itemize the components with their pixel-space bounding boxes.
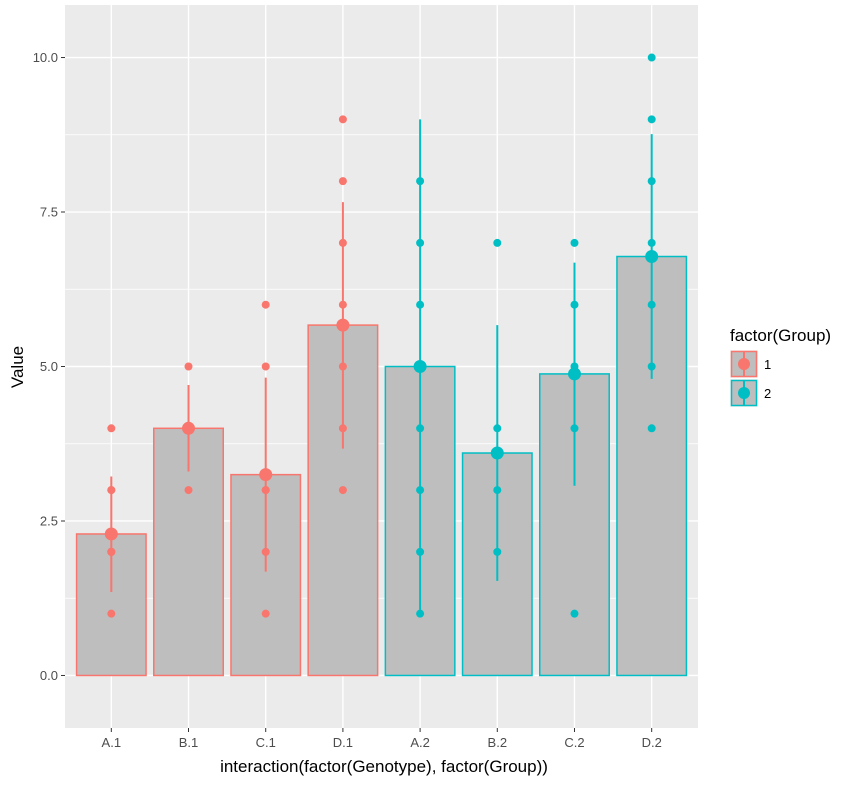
data-point [338, 300, 347, 309]
legend-key [730, 379, 758, 407]
mean-point [567, 367, 581, 381]
data-point [570, 300, 579, 309]
data-point [416, 486, 425, 495]
data-point [647, 53, 656, 62]
data-point [184, 486, 193, 495]
mean-point [182, 421, 196, 435]
x-tick-label: D.2 [642, 735, 662, 750]
legend-key-point [738, 387, 750, 399]
data-point [107, 547, 116, 556]
data-point [570, 609, 579, 618]
data-point [416, 238, 425, 247]
legend-key-point [738, 358, 750, 370]
x-axis-title: interaction(factor(Genotype), factor(Gro… [220, 757, 548, 776]
data-point [261, 609, 270, 618]
legend-entries: 12 [730, 350, 771, 407]
x-tick-label: B.1 [179, 735, 199, 750]
data-point [107, 609, 116, 618]
legend-label: 1 [764, 357, 771, 372]
mean-point [645, 250, 659, 264]
x-tick-label: A.2 [410, 735, 430, 750]
data-point [647, 362, 656, 371]
data-point [416, 609, 425, 618]
x-tick-label: D.1 [333, 735, 353, 750]
data-point [338, 486, 347, 495]
data-point [261, 486, 270, 495]
data-point [647, 177, 656, 186]
bar [307, 324, 379, 677]
y-tick-label: 7.5 [40, 205, 58, 220]
y-tick-label: 2.5 [40, 513, 58, 528]
mean-point [336, 318, 350, 332]
mean-point [413, 360, 427, 373]
y-tick-label: 0.0 [40, 668, 58, 683]
mean-point [490, 446, 504, 460]
data-point [570, 424, 579, 433]
legend-key [730, 350, 758, 378]
data-point [416, 424, 425, 433]
data-point [647, 424, 656, 433]
data-point [338, 362, 347, 371]
x-tick-label: A.1 [102, 735, 122, 750]
y-tick-label: 5.0 [40, 359, 58, 374]
data-points [107, 53, 656, 618]
x-tick-label: C.1 [256, 735, 276, 750]
x-axis: A.1 B.1 C.1 D.1 A.2 B.2 C.2 D.2 [102, 728, 662, 750]
data-point [107, 486, 116, 495]
mean-point [259, 468, 273, 482]
y-tick-label: 10.0 [33, 50, 58, 65]
mean-point [104, 527, 118, 541]
mean-points [104, 250, 659, 541]
data-point [261, 362, 270, 371]
data-point [493, 547, 502, 556]
x-tick-label: C.2 [564, 735, 584, 750]
legend-title: factor(Group) [730, 326, 831, 345]
data-point [338, 238, 347, 247]
data-point [261, 300, 270, 309]
x-tick-label: B.2 [488, 735, 508, 750]
data-point [493, 238, 502, 247]
data-point [338, 177, 347, 186]
data-point [647, 300, 656, 309]
data-point [416, 547, 425, 556]
y-axis-title: Value [8, 346, 27, 388]
data-point [416, 177, 425, 186]
data-point [416, 300, 425, 309]
data-point [493, 486, 502, 495]
legend-label: 2 [764, 386, 771, 401]
data-point [338, 115, 347, 124]
data-point [338, 424, 347, 433]
data-point [570, 238, 579, 247]
data-point [647, 115, 656, 124]
data-point [493, 424, 502, 433]
data-point [261, 547, 270, 556]
data-point [107, 424, 116, 433]
legend: factor(Group) 12 [730, 326, 831, 407]
data-point [647, 238, 656, 247]
data-point [184, 362, 193, 371]
y-axis: 0.0 2.5 5.0 7.5 10.0 [33, 50, 65, 683]
